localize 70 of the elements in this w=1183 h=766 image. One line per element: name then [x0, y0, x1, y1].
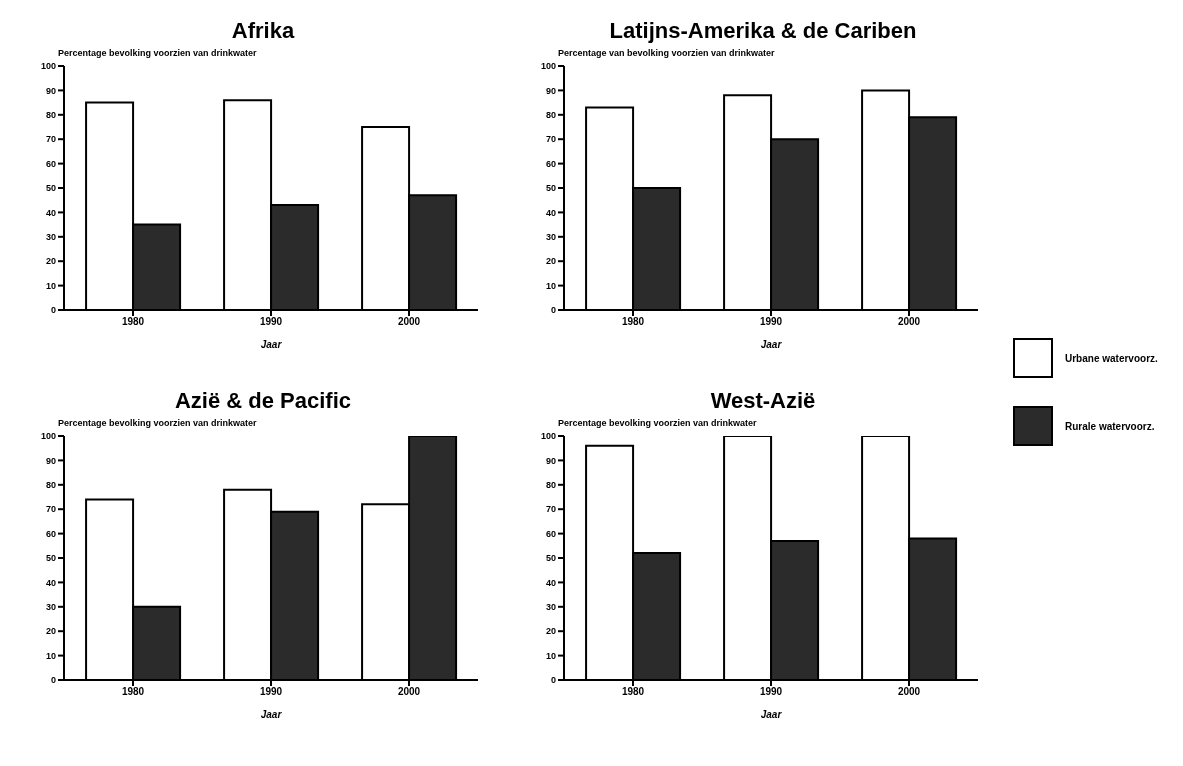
- y-tick-label: 100: [40, 61, 56, 72]
- y-tick-label: 20: [45, 256, 56, 267]
- y-tick-label: 10: [545, 650, 556, 661]
- y-tick-label: 70: [545, 134, 556, 145]
- chart-title: Afrika: [230, 18, 296, 45]
- y-tick-label: 100: [540, 61, 556, 72]
- y-tick-label: 0: [50, 675, 56, 686]
- y-tick-label: 80: [45, 479, 56, 490]
- y-tick-label: 50: [45, 183, 56, 194]
- y-tick-label: 90: [45, 455, 56, 466]
- y-tick-label: 40: [45, 207, 56, 218]
- x-axis-title: Jaar: [760, 709, 783, 720]
- y-axis-title: Percentage bevolking voorzien van drinkwater: [558, 418, 758, 430]
- y-tick-label: 60: [545, 158, 556, 169]
- x-axis-title: Jaar: [260, 339, 283, 350]
- y-tick-label: 50: [545, 183, 556, 194]
- x-tick-label: 2000: [397, 316, 421, 328]
- y-tick-label: 20: [545, 256, 556, 267]
- x-tick-label: 1980: [121, 686, 145, 698]
- y-tick-label: 60: [45, 528, 56, 539]
- y-tick-label: 80: [545, 109, 556, 120]
- y-tick-label: 10: [45, 280, 56, 291]
- y-tick-label: 20: [45, 626, 56, 637]
- x-axis-title: Jaar: [760, 339, 783, 350]
- y-tick-label: 70: [545, 504, 556, 515]
- y-tick-label: 30: [545, 601, 556, 612]
- y-tick-label: 30: [45, 601, 56, 612]
- y-tick-label: 100: [40, 431, 56, 442]
- x-tick-label: 2000: [897, 316, 921, 328]
- x-tick-label: 1980: [621, 316, 645, 328]
- y-tick-label: 40: [545, 577, 556, 588]
- y-tick-label: 30: [45, 232, 56, 242]
- y-tick-label: 10: [45, 650, 56, 661]
- y-tick-label: 20: [545, 626, 556, 637]
- y-tick-label: 80: [45, 109, 56, 120]
- x-tick-label: 1990: [259, 686, 283, 698]
- y-tick-label: 40: [45, 577, 56, 588]
- y-axis-title: Percentage bevolking voorzien van drinkwater: [58, 418, 258, 430]
- y-tick-label: 60: [545, 528, 556, 539]
- x-tick-label: 1980: [121, 316, 145, 328]
- x-tick-label: 1990: [259, 316, 283, 328]
- x-tick-label: 1980: [621, 686, 645, 698]
- y-tick-label: 0: [550, 305, 556, 316]
- y-tick-label: 90: [45, 85, 56, 96]
- x-tick-label: 2000: [397, 686, 421, 698]
- y-tick-label: 50: [45, 553, 56, 564]
- x-tick-label: 1990: [759, 686, 783, 698]
- chart-title: Azië & de Pacific: [173, 388, 353, 415]
- y-axis-title: Percentage van bevolking voorzien van drinkwater: [558, 48, 776, 60]
- y-tick-label: 40: [545, 207, 556, 218]
- y-tick-label: 10: [545, 280, 556, 291]
- y-axis-title: Percentage bevolking voorzien van drinkwater: [58, 48, 258, 60]
- chart-title: West-Azië: [709, 388, 817, 415]
- y-tick-label: 30: [545, 232, 556, 242]
- y-tick-label: 80: [545, 479, 556, 490]
- y-tick-label: 70: [45, 504, 56, 515]
- chart-title: Latijns-Amerika & de Cariben: [608, 18, 918, 45]
- x-tick-label: 2000: [897, 686, 921, 698]
- y-tick-label: 100: [540, 431, 556, 442]
- y-tick-label: 0: [50, 305, 56, 316]
- text: Urbane watervoorz.: [1065, 352, 1158, 364]
- y-tick-label: 70: [45, 134, 56, 145]
- x-axis-title: Jaar: [260, 709, 283, 720]
- x-tick-label: 1990: [759, 316, 783, 328]
- y-tick-label: 60: [45, 158, 56, 169]
- y-tick-label: 0: [550, 675, 556, 686]
- y-tick-label: 90: [545, 455, 556, 466]
- text: Rurale watervoorz.: [1065, 420, 1155, 432]
- y-tick-label: 50: [545, 553, 556, 564]
- y-tick-label: 90: [545, 85, 556, 96]
